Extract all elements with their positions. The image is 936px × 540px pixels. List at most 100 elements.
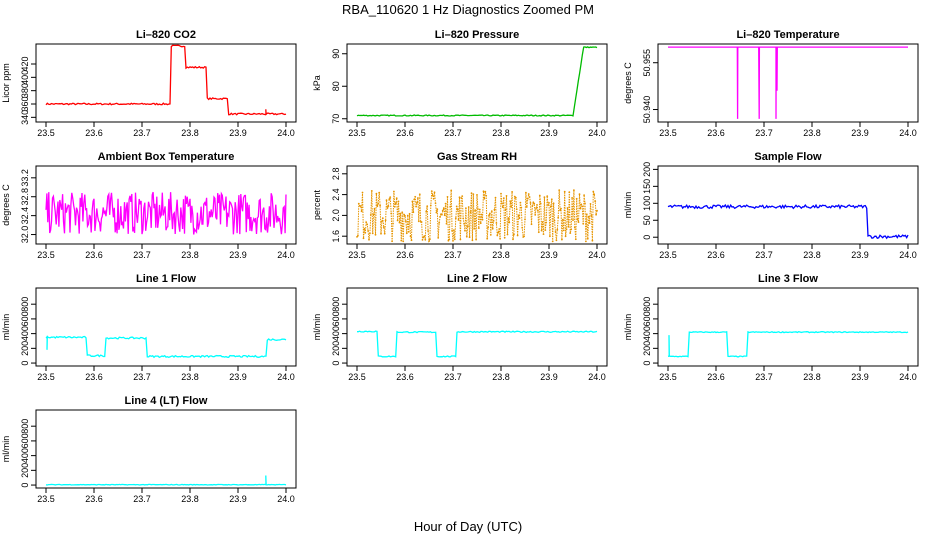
data-point [371, 232, 374, 235]
data-point [487, 226, 489, 229]
x-tick-label: 23.6 [85, 128, 103, 138]
data-point [359, 205, 362, 208]
x-tick-label: 23.5 [37, 494, 55, 504]
data-point [576, 218, 579, 221]
data-point [415, 205, 417, 208]
y-axis-label: degrees C [1, 184, 11, 226]
y-tick-label: 800 [642, 297, 652, 312]
data-point [365, 221, 368, 224]
series-line [667, 330, 909, 358]
data-point [521, 226, 524, 229]
data-point [559, 209, 561, 212]
data-point [383, 232, 386, 235]
data-point [453, 229, 455, 232]
data-point [357, 234, 359, 237]
data-point [541, 221, 544, 223]
x-tick-label: 23.8 [492, 372, 510, 382]
x-tick-label: 24.0 [277, 128, 295, 138]
x-tick-label: 24.0 [588, 128, 606, 138]
data-point [536, 204, 538, 206]
data-point [494, 196, 497, 199]
data-point [417, 197, 419, 199]
x-tick-label: 23.6 [707, 128, 725, 138]
x-tick-label: 23.7 [133, 372, 151, 382]
data-point [462, 217, 465, 220]
data-point [426, 205, 429, 208]
x-tick-label: 24.0 [588, 372, 606, 382]
data-point [433, 191, 436, 194]
panel-title: Ambient Box Temperature [98, 151, 235, 163]
data-point [451, 229, 453, 232]
panel-9: Line 3 Flow 23.5 23.6 23.7 23.8 23.9 24.0 0 2004… [623, 273, 919, 382]
data-point [393, 190, 395, 193]
y-tick-label: 33.2 [20, 169, 30, 187]
y-tick-label: 50 [642, 215, 652, 225]
data-point [499, 237, 501, 240]
x-tick-label: 23.8 [492, 128, 510, 138]
y-tick-label: 2.0 [331, 209, 341, 222]
plot-frame [657, 287, 919, 367]
x-tick-label: 24.0 [277, 494, 295, 504]
series-line [667, 203, 909, 240]
data-point [441, 209, 444, 212]
data-point [561, 218, 564, 221]
data-point [381, 220, 383, 223]
y-tick-label: 1.6 [331, 230, 341, 243]
x-tick-label: 23.8 [803, 128, 821, 138]
series [667, 330, 909, 358]
x-tick-label: 23.9 [229, 494, 247, 504]
data-point [399, 212, 402, 215]
x-tick-label: 23.8 [181, 250, 199, 260]
y-tick-label: 400 [20, 326, 30, 341]
y-tick-label: 400 [20, 70, 30, 85]
data-point [434, 202, 437, 205]
data-point [489, 212, 491, 215]
plot-frame [346, 165, 608, 245]
series [45, 191, 287, 235]
data-point [421, 239, 424, 241]
panel-5: Gas Stream RH 23.5 23.6 23.7 23.8 23.9 24.0 1.6… [312, 151, 608, 260]
data-point [523, 235, 525, 238]
panel-8: Line 2 Flow 23.5 23.6 23.7 23.8 23.9 24.0 0 2004… [312, 273, 608, 382]
y-axis-label: kPa [312, 75, 322, 91]
data-point [585, 213, 588, 216]
data-point [408, 212, 411, 215]
y-tick-label: 360 [20, 96, 30, 111]
data-point [484, 190, 487, 193]
y-tick-label: 0 [20, 483, 30, 488]
data-point [470, 192, 473, 195]
data-point [581, 205, 584, 208]
data-point [532, 201, 535, 204]
data-point [509, 200, 512, 203]
data-point [396, 219, 399, 222]
y-tick-label: 50.955 [642, 49, 652, 77]
data-point [377, 202, 380, 205]
series-line [356, 190, 598, 243]
data-point [436, 208, 439, 211]
data-point [555, 239, 558, 242]
data-point [360, 210, 363, 213]
data-point [488, 214, 490, 217]
panel-title: Line 1 Flow [136, 273, 196, 285]
data-point [454, 217, 457, 220]
x-tick-label: 23.7 [133, 250, 151, 260]
data-point [369, 214, 372, 216]
data-point [520, 206, 523, 209]
series [45, 335, 287, 359]
data-point [495, 222, 498, 224]
x-tick-label: 23.5 [659, 128, 677, 138]
data-point [423, 235, 426, 238]
data-point [501, 202, 503, 205]
series [356, 46, 598, 117]
data-point [473, 227, 476, 230]
data-point [429, 238, 431, 241]
panel-title: Li–820 CO2 [136, 29, 196, 41]
x-tick-label: 23.6 [85, 494, 103, 504]
data-point [413, 198, 416, 201]
data-point [563, 190, 566, 193]
x-tick-label: 24.0 [899, 372, 917, 382]
data-point [384, 219, 387, 222]
series-line [45, 191, 287, 235]
data-point [463, 222, 465, 225]
data-point [513, 233, 515, 236]
